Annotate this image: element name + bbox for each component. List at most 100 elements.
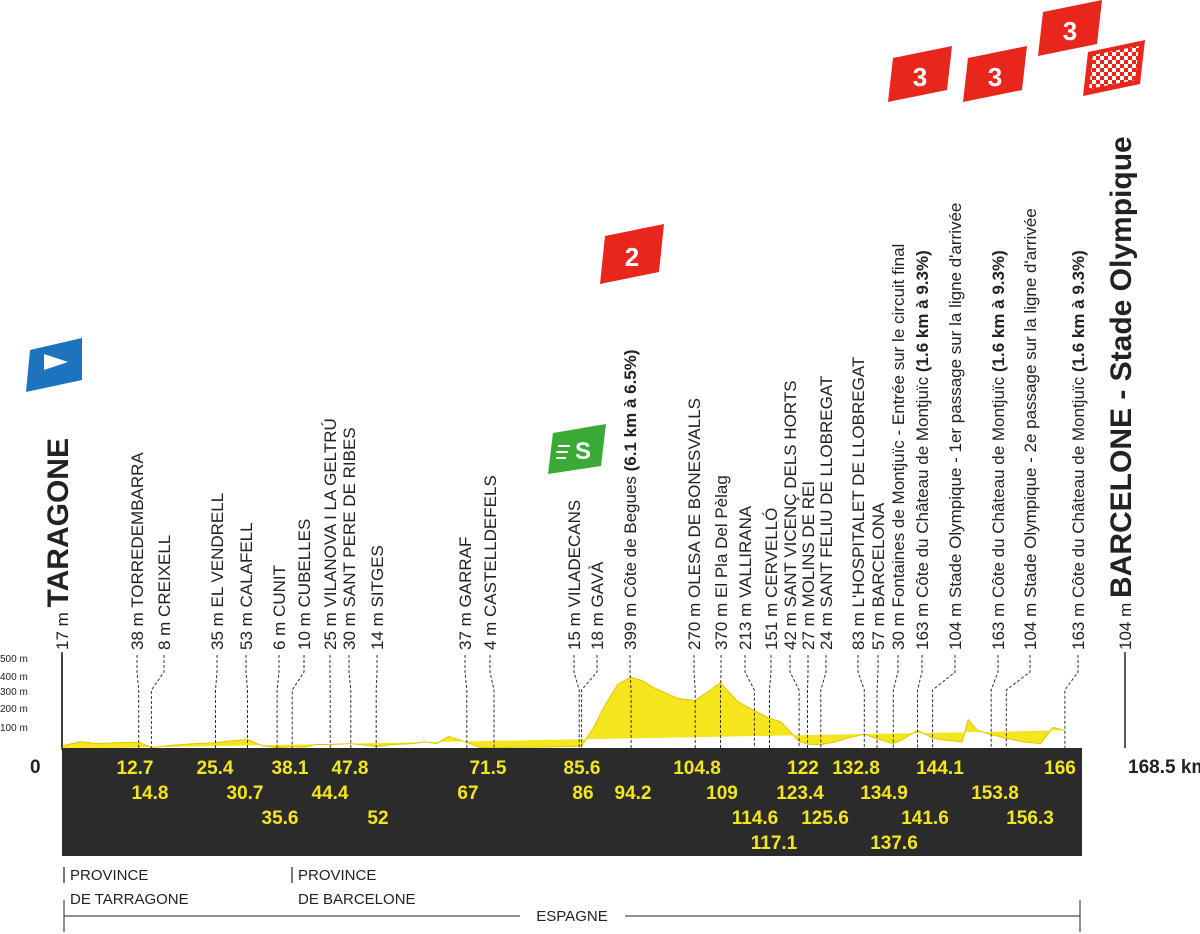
km-label: 141.6	[901, 808, 949, 829]
place-label: 83 m L'HOSPITALET DE LLOBREGAT	[849, 357, 868, 650]
place-label: 104 m Stade Olympique - 1er passage sur …	[946, 203, 965, 650]
climb-badge-cat3-icon: 3	[888, 46, 952, 102]
svg-text:S: S	[575, 438, 591, 465]
place-guide-line	[932, 655, 956, 748]
place-guide-line	[629, 655, 632, 748]
place-label: 42 m SANT VICENÇ DELS HORTS	[781, 380, 800, 650]
place-label: 53 m CALAFELL	[237, 522, 256, 650]
place-label: 37 m GARRAF	[456, 537, 475, 650]
km-label: 104.8	[673, 758, 721, 779]
y-tick-500: 500 m	[0, 654, 28, 665]
place-label: 30 m SANT PERE DE RIBES	[340, 427, 359, 650]
km-label: 86	[572, 783, 593, 804]
climb-badge-cat3-icon: 3	[963, 46, 1027, 102]
svg-text:3: 3	[913, 62, 927, 92]
place-label: 151 m CERVELLÓ	[762, 508, 781, 650]
km-label: 44.4	[312, 783, 349, 804]
total-distance-label: 168.5 km	[1128, 757, 1200, 778]
y-tick-100: 100 m	[0, 723, 28, 734]
place-guide-line	[1005, 655, 1031, 748]
climb-badge-cat3-icon: 3	[1038, 0, 1102, 56]
place-label: 35 m EL VENDRELL	[208, 493, 227, 650]
km-label: 125.6	[801, 808, 849, 829]
place-label: 6 m CUNIT	[270, 565, 289, 650]
km-label: 134.9	[860, 783, 908, 804]
place-label: 24 m SANT FELIU DE LLOBREGAT	[817, 376, 836, 650]
place-label: 213 m VALLIRANA	[736, 505, 755, 650]
place-label: 104 m BARCELONE - Stade Olympique	[1105, 136, 1138, 650]
place-label: 270 m OLESA DE BONESVALLS	[685, 398, 704, 650]
place-label: 15 m VILADECANS	[565, 500, 584, 650]
km-label: 114.6	[732, 808, 779, 829]
y-zero-label: 0	[30, 757, 41, 778]
start-flag-icon	[26, 338, 82, 392]
km-label: 153.8	[971, 783, 1019, 804]
place-guide-line	[693, 655, 696, 748]
km-label: 122	[787, 758, 819, 779]
km-label: 144.1	[916, 758, 964, 779]
y-tick-200: 200 m	[0, 704, 28, 715]
km-label: 71.5	[470, 758, 507, 779]
place-label: 370 m El Pla Del Pèlag	[712, 475, 731, 650]
km-labels: 12.7 14.8 25.4 30.7 35.6 38.144.4 47.8 52 67 71.5…	[117, 758, 1076, 854]
svg-text:3: 3	[988, 62, 1002, 92]
place-guide-line	[876, 655, 879, 748]
place-guide-line	[375, 655, 378, 748]
province-barcelone-line1: PROVINCE	[298, 867, 376, 884]
place-label: 57 m BARCELONA	[869, 502, 888, 650]
km-label: 52	[367, 808, 388, 829]
place-guide-line	[276, 655, 280, 748]
km-label: 109	[706, 783, 738, 804]
place-guide-line	[892, 655, 899, 748]
finish-flag-icon	[1083, 40, 1145, 96]
place-label: 104 m Stade Olympique - 2e passage sur l…	[1021, 208, 1040, 650]
place-labels: 17 m TARAGONE 38 m TORREDEMBARRA 8 m CREIX…	[42, 136, 1138, 650]
place-label: 163 m Côte du Château de Montjuïc (1.6 k…	[1069, 250, 1088, 650]
place-guide-line	[720, 655, 722, 748]
km-label: 12.7	[117, 758, 154, 779]
place-markers	[61, 652, 1126, 748]
place-label: 18 m GAVÀ	[588, 561, 607, 650]
km-label: 156.3	[1006, 808, 1054, 829]
place-label: 8 m CREIXELL	[155, 535, 174, 650]
place-label: 163 m Côte du Château de Montjuïc (1.6 k…	[913, 250, 932, 650]
km-label: 94.2	[615, 783, 652, 804]
y-tick-400: 400 m	[0, 672, 28, 683]
place-guide-line	[820, 655, 827, 748]
km-label: 30.7	[227, 783, 264, 804]
place-label: 17 m TARAGONE	[42, 438, 75, 650]
place-label: 25 m VILANOVA I LA GELTRÚ	[321, 418, 340, 650]
province-tarragone-line1: PROVINCE	[70, 867, 148, 884]
place-guide-line	[215, 655, 218, 748]
place-guide-line	[917, 655, 923, 748]
km-label: 123.4	[776, 783, 824, 804]
place-guide-line	[348, 655, 352, 748]
km-label: 25.4	[197, 758, 234, 779]
km-label: 67	[457, 783, 478, 804]
place-guide-line	[291, 655, 305, 748]
km-label: 38.1	[272, 758, 309, 779]
place-label: 399 m Côte de Begues (6.1 km à 6.5%)	[621, 349, 640, 650]
place-guide-line	[744, 655, 755, 748]
km-label: 166	[1044, 758, 1076, 779]
km-label: 117.1	[751, 833, 798, 854]
km-label: 132.8	[832, 758, 880, 779]
place-guide-line	[857, 655, 865, 748]
place-label: 30 m Fontaines de Montjuïc - Entrée sur …	[889, 244, 908, 650]
climb-badge-cat2-icon: 2	[600, 224, 664, 284]
km-label: 14.8	[132, 783, 169, 804]
place-guide-line	[245, 655, 248, 748]
place-label: 14 m SITGES	[368, 545, 387, 650]
region-annotations: PROVINCE DE TARRAGONE PROVINCE DE BARCEL…	[63, 867, 1081, 932]
place-label: 27 m MOLINS DE REI	[799, 481, 818, 650]
place-guide-line	[789, 655, 800, 748]
km-label: 85.6	[564, 758, 601, 779]
place-label: 10 m CUBELLES	[295, 519, 314, 650]
place-guide-line	[464, 655, 468, 748]
place-label: 163 m Côte du Château de Montjuïc (1.6 k…	[989, 250, 1008, 650]
distance-band	[62, 748, 1082, 856]
y-axis: 500 m 400 m 300 m 200 m 100 m 0	[0, 654, 63, 778]
y-tick-300: 300 m	[0, 687, 28, 698]
place-guide-line	[150, 655, 165, 748]
